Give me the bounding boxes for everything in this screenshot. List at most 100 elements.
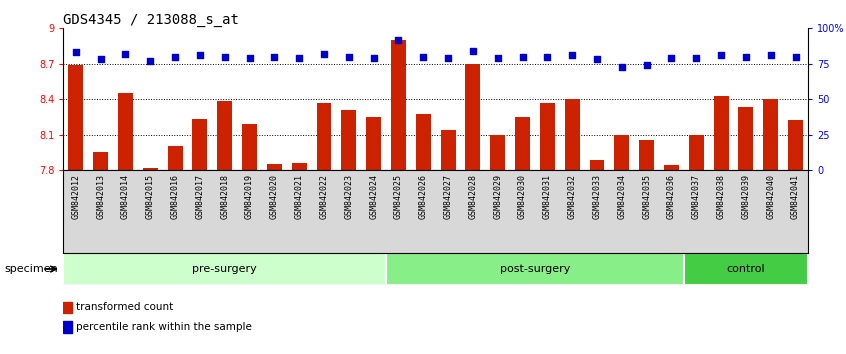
Point [367, 55, 381, 61]
Text: GSM842038: GSM842038 [717, 174, 726, 219]
Text: GSM842025: GSM842025 [394, 174, 403, 219]
Text: GSM842017: GSM842017 [195, 174, 205, 219]
Bar [590, 160, 604, 170]
Bar [316, 103, 332, 170]
Text: specimen: specimen [4, 264, 58, 274]
Bar [193, 119, 207, 170]
Text: transformed count: transformed count [76, 302, 173, 312]
Bar [292, 163, 306, 170]
Point [714, 52, 728, 58]
Point [764, 52, 777, 58]
Point [565, 52, 579, 58]
Text: control: control [727, 264, 765, 274]
Text: GSM842039: GSM842039 [741, 174, 750, 219]
Text: GSM842034: GSM842034 [618, 174, 626, 219]
Point [392, 37, 405, 42]
Point [342, 54, 355, 59]
Text: GSM842023: GSM842023 [344, 174, 354, 219]
Text: GSM842026: GSM842026 [419, 174, 428, 219]
Text: GSM842016: GSM842016 [171, 174, 179, 219]
Text: GSM842020: GSM842020 [270, 174, 279, 219]
Point [293, 55, 306, 61]
Point [442, 55, 455, 61]
Bar [118, 93, 133, 170]
Bar [63, 321, 72, 333]
Point [615, 64, 629, 69]
Text: percentile rank within the sample: percentile rank within the sample [76, 322, 252, 332]
Bar [565, 99, 580, 170]
Point [267, 54, 281, 59]
Text: GSM842040: GSM842040 [766, 174, 775, 219]
Point [168, 54, 182, 59]
Text: GSM842015: GSM842015 [146, 174, 155, 219]
Text: GDS4345 / 213088_s_at: GDS4345 / 213088_s_at [63, 13, 239, 27]
Point [665, 55, 678, 61]
Point [591, 57, 604, 62]
Point [94, 57, 107, 62]
Text: GSM842035: GSM842035 [642, 174, 651, 219]
Point [491, 55, 504, 61]
Text: GSM842024: GSM842024 [369, 174, 378, 219]
Point [193, 52, 206, 58]
Bar [143, 167, 157, 170]
Point [69, 50, 83, 55]
Bar [441, 130, 455, 170]
Text: GSM842033: GSM842033 [592, 174, 602, 219]
Text: GSM842019: GSM842019 [245, 174, 254, 219]
Bar [63, 302, 72, 313]
Text: GSM842018: GSM842018 [220, 174, 229, 219]
Bar [63, 253, 386, 285]
Bar [714, 96, 728, 170]
Text: GSM842012: GSM842012 [71, 174, 80, 219]
Bar [788, 120, 803, 170]
Text: GSM842036: GSM842036 [667, 174, 676, 219]
Bar [763, 99, 778, 170]
Point [541, 54, 554, 59]
Text: GSM842013: GSM842013 [96, 174, 105, 219]
Text: GSM842030: GSM842030 [518, 174, 527, 219]
Text: GSM842041: GSM842041 [791, 174, 800, 219]
Text: GSM842027: GSM842027 [443, 174, 453, 219]
Text: GSM842021: GSM842021 [294, 174, 304, 219]
Point [416, 54, 430, 59]
Point [317, 51, 331, 57]
Point [739, 54, 753, 59]
Bar [366, 117, 381, 170]
Text: GSM842028: GSM842028 [469, 174, 477, 219]
Bar [69, 65, 83, 170]
Text: GSM842037: GSM842037 [692, 174, 700, 219]
Text: GSM842014: GSM842014 [121, 174, 130, 219]
Point [218, 54, 232, 59]
Text: post-surgery: post-surgery [500, 264, 570, 274]
Point [689, 55, 703, 61]
Point [118, 51, 132, 57]
Bar [168, 146, 183, 170]
Point [516, 54, 530, 59]
Point [243, 55, 256, 61]
Bar [465, 64, 481, 170]
Bar [689, 135, 704, 170]
Text: GSM842029: GSM842029 [493, 174, 503, 219]
Bar [416, 114, 431, 170]
Bar [515, 117, 530, 170]
Bar [491, 135, 505, 170]
Bar [739, 107, 753, 170]
Bar [614, 135, 629, 170]
Point [640, 62, 653, 68]
Point [788, 54, 802, 59]
Bar [684, 253, 808, 285]
Bar [640, 141, 654, 170]
Bar [93, 152, 108, 170]
Bar [242, 124, 257, 170]
Bar [342, 110, 356, 170]
Text: GSM842022: GSM842022 [320, 174, 328, 219]
Bar [391, 40, 406, 170]
Bar [386, 253, 684, 285]
Bar [217, 102, 232, 170]
Text: GSM842031: GSM842031 [543, 174, 552, 219]
Point [466, 48, 480, 54]
Bar [267, 164, 282, 170]
Bar [664, 165, 678, 170]
Bar [540, 103, 555, 170]
Text: pre-surgery: pre-surgery [192, 264, 257, 274]
